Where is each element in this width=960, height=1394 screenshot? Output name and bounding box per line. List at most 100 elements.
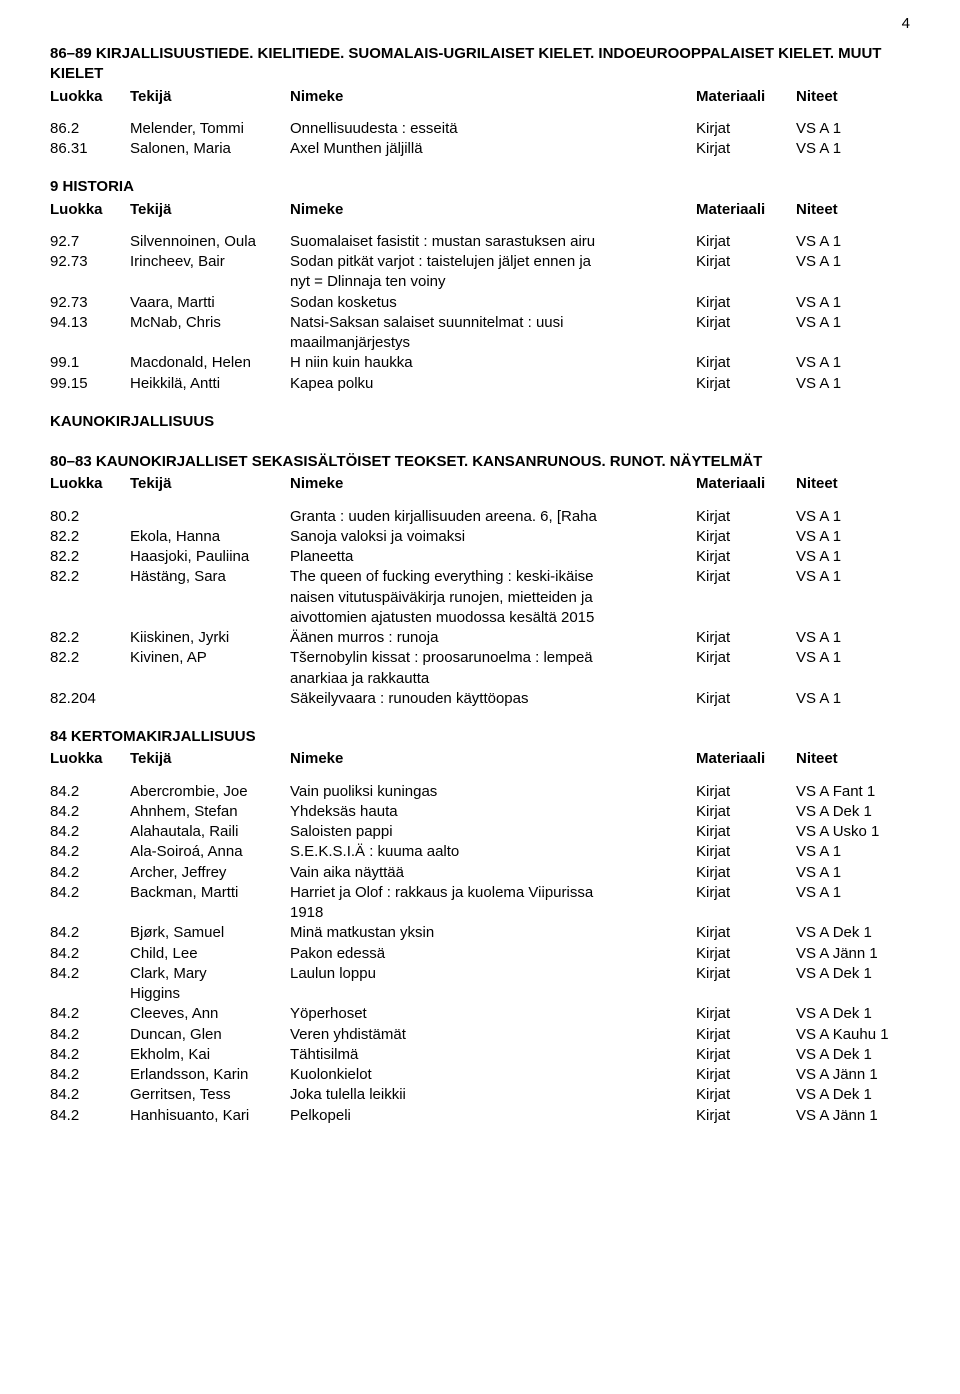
column-header-niteet: Niteet — [796, 749, 838, 769]
cell-materiaali: Kirjat — [696, 842, 796, 862]
cell-nimeke: Tähtisilmä — [290, 1045, 696, 1065]
cell-niteet: VS A Dek 1 — [796, 802, 872, 822]
cell-tekija: Cleeves, Ann — [130, 1004, 290, 1024]
table-row: 99.1Macdonald, HelenH niin kuin haukkaKi… — [50, 353, 910, 373]
cell-nimeke: Äänen murros : runoja — [290, 628, 696, 648]
cell-materiaali: Kirjat — [696, 507, 796, 527]
table-row: 84.2Clark, MaryLaulun loppuKirjatVS A De… — [50, 964, 910, 984]
table-row: 84.2Ala-Soiroá, AnnaS.E.K.S.I.Ä : kuuma … — [50, 842, 910, 862]
cell-luokka: 86.2 — [50, 119, 130, 139]
cell-tekija: Haasjoki, Pauliina — [130, 547, 290, 567]
cell-tekija-cont: Higgins — [130, 984, 290, 1004]
table-row: 84.2Erlandsson, KarinKuolonkielotKirjatV… — [50, 1065, 910, 1085]
cell-nimeke: The queen of fucking everything : keski-… — [290, 567, 696, 587]
cell-materiaali: Kirjat — [696, 944, 796, 964]
table-row: 82.204Säkeilyvaara : runouden käyttöopas… — [50, 689, 910, 709]
cell-luokka: 86.31 — [50, 139, 130, 159]
cell-materiaali: Kirjat — [696, 628, 796, 648]
table-row: 82.2Ekola, HannaSanoja valoksi ja voimak… — [50, 527, 910, 547]
cell-luokka: 94.13 — [50, 313, 130, 333]
cell-tekija: Clark, Mary — [130, 964, 290, 984]
table-row: 84.2Hanhisuanto, KariPelkopeliKirjatVS A… — [50, 1106, 910, 1126]
cell-nimeke: H niin kuin haukka — [290, 353, 696, 373]
column-header-row: LuokkaTekijäNimekeMateriaaliNiteet — [50, 749, 910, 769]
cell-niteet: VS A 1 — [796, 628, 841, 648]
cell-nimeke: Planeetta — [290, 547, 696, 567]
cell-nimeke: Axel Munthen jäljillä — [290, 139, 696, 159]
table-row: 92.73Irincheev, BairSodan pitkät varjot … — [50, 252, 910, 272]
column-header-tekija: Tekijä — [130, 87, 290, 107]
cell-materiaali: Kirjat — [696, 374, 796, 394]
column-header-row: LuokkaTekijäNimekeMateriaaliNiteet — [50, 200, 910, 220]
cell-niteet: VS A Fant 1 — [796, 782, 875, 802]
cell-tekija: Archer, Jeffrey — [130, 863, 290, 883]
cell-nimeke: Yhdeksäs hauta — [290, 802, 696, 822]
cell-tekija: Irincheev, Bair — [130, 252, 290, 272]
cell-tekija: Vaara, Martti — [130, 293, 290, 313]
cell-niteet: VS A 1 — [796, 567, 841, 587]
cell-niteet: VS A 1 — [796, 232, 841, 252]
column-header-niteet: Niteet — [796, 474, 838, 494]
cell-nimeke: Saloisten pappi — [290, 822, 696, 842]
table-row: 82.2Hästäng, SaraThe queen of fucking ev… — [50, 567, 910, 587]
cell-tekija: Kivinen, AP — [130, 648, 290, 668]
section-heading: 84 KERTOMAKIRJALLISUUS — [50, 727, 910, 747]
table-row-continuation: naisen vitutuspäiväkirja runojen, miette… — [50, 588, 910, 608]
cell-niteet: VS A 1 — [796, 689, 841, 709]
cell-nimeke: Kuolonkielot — [290, 1065, 696, 1085]
column-header-nimeke: Nimeke — [290, 200, 696, 220]
cell-tekija: Gerritsen, Tess — [130, 1085, 290, 1105]
cell-nimeke: Joka tulella leikkii — [290, 1085, 696, 1105]
cell-materiaali: Kirjat — [696, 964, 796, 984]
table-row: 92.73Vaara, MarttiSodan kosketusKirjatVS… — [50, 293, 910, 313]
cell-nimeke: Pelkopeli — [290, 1106, 696, 1126]
cell-luokka: 84.2 — [50, 964, 130, 984]
table-row: 84.2Cleeves, AnnYöperhosetKirjatVS A Dek… — [50, 1004, 910, 1024]
cell-luokka: 99.15 — [50, 374, 130, 394]
cell-materiaali: Kirjat — [696, 923, 796, 943]
cell-luokka: 82.2 — [50, 628, 130, 648]
cell-luokka: 80.2 — [50, 507, 130, 527]
table-row-continuation: maailmanjärjestys — [50, 333, 910, 353]
cell-niteet: VS A 1 — [796, 139, 841, 159]
cell-niteet: VS A Dek 1 — [796, 964, 872, 984]
column-header-nimeke: Nimeke — [290, 474, 696, 494]
cell-tekija: McNab, Chris — [130, 313, 290, 333]
page-number: 4 — [902, 14, 910, 34]
cell-niteet: VS A Jänn 1 — [796, 1106, 878, 1126]
cell-luokka: 84.2 — [50, 1004, 130, 1024]
cell-nimeke: Vain puoliksi kuningas — [290, 782, 696, 802]
cell-nimeke: Natsi-Saksan salaiset suunnitelmat : uus… — [290, 313, 696, 333]
cell-luokka: 82.2 — [50, 527, 130, 547]
cell-nimeke: Vain aika näyttää — [290, 863, 696, 883]
cell-materiaali: Kirjat — [696, 782, 796, 802]
column-header-luokka: Luokka — [50, 474, 130, 494]
cell-niteet: VS A 1 — [796, 547, 841, 567]
cell-tekija: Kiiskinen, Jyrki — [130, 628, 290, 648]
cell-nimeke: Granta : uuden kirjallisuuden areena. 6,… — [290, 507, 696, 527]
cell-luokka: 92.73 — [50, 252, 130, 272]
document-body: 86–89 KIRJALLISUUSTIEDE. KIELITIEDE. SUO… — [50, 44, 910, 1126]
cell-luokka: 92.73 — [50, 293, 130, 313]
cell-niteet: VS A Kauhu 1 — [796, 1025, 889, 1045]
cell-tekija: Erlandsson, Karin — [130, 1065, 290, 1085]
cell-luokka: 84.2 — [50, 1106, 130, 1126]
cell-nimeke: Säkeilyvaara : runouden käyttöopas — [290, 689, 696, 709]
cell-nimeke-cont: naisen vitutuspäiväkirja runojen, miette… — [290, 588, 696, 608]
cell-materiaali: Kirjat — [696, 689, 796, 709]
table-row: 84.2Ahnhem, StefanYhdeksäs hautaKirjatVS… — [50, 802, 910, 822]
cell-luokka: 84.2 — [50, 923, 130, 943]
cell-niteet: VS A Usko 1 — [796, 822, 879, 842]
cell-tekija: Alahautala, Raili — [130, 822, 290, 842]
section-heading: 86–89 KIRJALLISUUSTIEDE. KIELITIEDE. SUO… — [50, 44, 910, 85]
table-row: 84.2Bjørk, SamuelMinä matkustan yksinKir… — [50, 923, 910, 943]
cell-luokka: 84.2 — [50, 863, 130, 883]
cell-niteet: VS A 1 — [796, 353, 841, 373]
cell-luokka: 82.2 — [50, 567, 130, 587]
cell-materiaali: Kirjat — [696, 802, 796, 822]
cell-tekija: Hanhisuanto, Kari — [130, 1106, 290, 1126]
cell-luokka: 84.2 — [50, 1085, 130, 1105]
cell-luokka: 84.2 — [50, 1025, 130, 1045]
column-header-nimeke: Nimeke — [290, 749, 696, 769]
cell-materiaali: Kirjat — [696, 527, 796, 547]
